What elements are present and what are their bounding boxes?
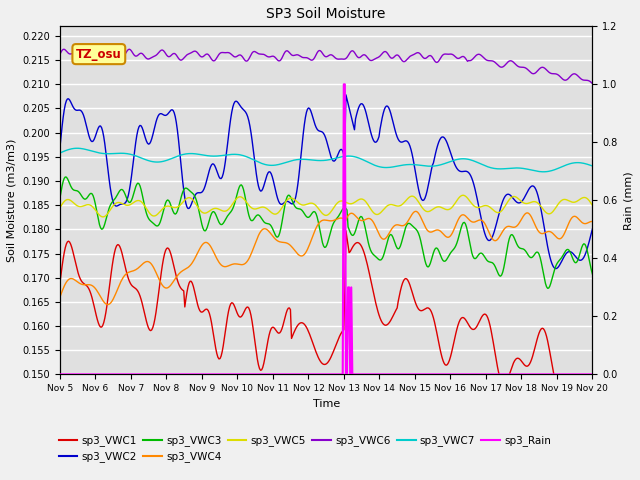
sp3_VWC3 [578, 244, 586, 250]
Title: SP3 Soil Moisture: SP3 Soil Moisture [266, 7, 386, 21]
sp3_VWC5 [460, 192, 467, 198]
sp3_VWC7 [578, 160, 586, 166]
sp3_VWC1 [309, 340, 317, 346]
sp3_VWC5 [495, 210, 502, 216]
sp3_VWC4 [412, 208, 419, 214]
sp3_VWC7 [346, 153, 353, 159]
sp3_VWC1 [342, 228, 350, 234]
sp3_VWC4 [374, 229, 382, 235]
sp3_VWC2 [312, 124, 320, 130]
sp3_VWC4 [578, 219, 586, 225]
Line: sp3_Rain: sp3_Rain [60, 84, 593, 374]
sp3_Rain [589, 372, 596, 377]
sp3_Rain [312, 372, 320, 377]
Line: sp3_VWC6: sp3_VWC6 [60, 49, 593, 84]
sp3_VWC3 [346, 227, 353, 232]
sp3_Rain [56, 372, 64, 377]
sp3_Rain [493, 372, 501, 377]
Y-axis label: Rain (mm): Rain (mm) [623, 171, 633, 229]
sp3_VWC2 [374, 137, 382, 143]
X-axis label: Time: Time [312, 399, 340, 408]
sp3_VWC4 [104, 301, 112, 307]
Line: sp3_VWC4: sp3_VWC4 [60, 211, 593, 304]
sp3_VWC3 [589, 271, 596, 277]
Line: sp3_VWC2: sp3_VWC2 [60, 95, 593, 269]
sp3_VWC5 [99, 214, 106, 220]
sp3_VWC5 [313, 204, 321, 210]
sp3_VWC7 [73, 145, 81, 151]
sp3_VWC5 [346, 201, 353, 206]
sp3_VWC2 [346, 105, 353, 111]
sp3_VWC4 [495, 235, 502, 241]
sp3_Rain [346, 285, 353, 290]
sp3_VWC3 [374, 256, 382, 262]
sp3_VWC4 [346, 212, 353, 217]
sp3_VWC6 [493, 62, 501, 68]
sp3_VWC6 [56, 51, 64, 57]
sp3_VWC6 [310, 56, 317, 61]
Line: sp3_VWC7: sp3_VWC7 [60, 148, 593, 172]
sp3_VWC5 [589, 203, 596, 208]
sp3_Rain [374, 372, 382, 377]
sp3_VWC2 [578, 257, 586, 263]
sp3_VWC1 [346, 250, 353, 255]
sp3_VWC2 [493, 217, 501, 223]
sp3_Rain [309, 372, 317, 377]
sp3_VWC6 [577, 76, 584, 82]
Text: TZ_osu: TZ_osu [76, 48, 122, 60]
Line: sp3_VWC3: sp3_VWC3 [60, 177, 593, 288]
Legend: sp3_VWC1, sp3_VWC2, sp3_VWC3, sp3_VWC4, sp3_VWC5, sp3_VWC6, sp3_VWC7, sp3_Rain: sp3_VWC1, sp3_VWC2, sp3_VWC3, sp3_VWC4, … [54, 432, 556, 467]
sp3_VWC3 [310, 209, 317, 215]
sp3_VWC3 [493, 269, 501, 275]
sp3_VWC5 [374, 212, 382, 217]
sp3_VWC3 [56, 195, 64, 201]
sp3_VWC7 [540, 169, 547, 175]
sp3_VWC1 [493, 364, 501, 370]
sp3_Rain [340, 82, 348, 87]
sp3_VWC1 [577, 403, 584, 408]
sp3_VWC1 [56, 280, 64, 286]
sp3_VWC7 [313, 157, 321, 163]
sp3_VWC2 [342, 92, 350, 98]
sp3_VWC6 [374, 55, 382, 60]
sp3_VWC7 [374, 164, 382, 169]
Line: sp3_VWC1: sp3_VWC1 [60, 231, 593, 408]
sp3_VWC1 [579, 405, 587, 410]
sp3_VWC7 [310, 157, 317, 163]
sp3_VWC5 [310, 201, 317, 207]
sp3_VWC2 [309, 115, 317, 120]
sp3_VWC3 [544, 286, 552, 291]
sp3_VWC2 [589, 226, 596, 232]
sp3_VWC2 [56, 144, 64, 150]
sp3_VWC6 [313, 50, 321, 56]
sp3_VWC3 [61, 174, 69, 180]
sp3_VWC6 [346, 51, 353, 57]
sp3_VWC4 [310, 230, 317, 236]
sp3_VWC4 [313, 223, 321, 229]
sp3_VWC5 [578, 195, 586, 201]
sp3_VWC4 [589, 219, 596, 225]
sp3_Rain [577, 372, 584, 377]
sp3_VWC3 [313, 214, 321, 220]
Line: sp3_VWC5: sp3_VWC5 [60, 195, 593, 217]
sp3_VWC2 [552, 266, 560, 272]
sp3_VWC6 [589, 81, 596, 86]
Y-axis label: Soil Moisture (m3/m3): Soil Moisture (m3/m3) [7, 139, 17, 262]
sp3_VWC7 [589, 163, 596, 169]
sp3_VWC6 [92, 46, 100, 52]
sp3_VWC4 [56, 294, 64, 300]
sp3_VWC1 [589, 374, 596, 380]
sp3_VWC1 [374, 309, 382, 314]
sp3_VWC1 [312, 349, 320, 355]
sp3_VWC7 [493, 166, 501, 172]
sp3_VWC7 [56, 150, 64, 156]
sp3_VWC5 [56, 204, 64, 210]
